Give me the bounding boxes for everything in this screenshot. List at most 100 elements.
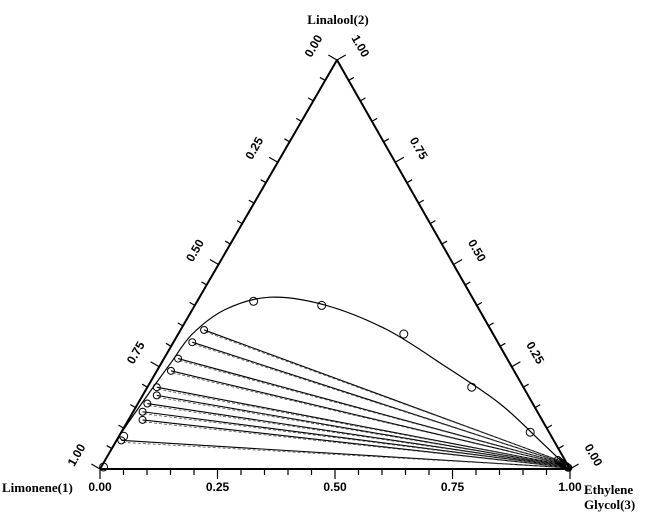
right-tick <box>348 76 355 81</box>
left-tick <box>319 76 326 81</box>
right-tick <box>511 361 521 368</box>
right-tick <box>558 445 564 450</box>
tie-line <box>192 341 560 463</box>
bottom-tick-label: 0.00 <box>88 480 112 494</box>
tie-line <box>147 403 567 467</box>
left-tick <box>130 404 136 409</box>
tie-line-raffinate-point <box>174 354 183 363</box>
binodal-point <box>467 382 477 392</box>
tick-labels: 0.00 0.00 0.00 0.25 0.25 0.25 0.50 0.50 0.50 0.75… <box>65 32 606 494</box>
tick-marks <box>91 54 579 479</box>
tie-line-calc <box>205 331 558 461</box>
tie-line <box>142 411 567 468</box>
tie-line-calc <box>158 396 566 467</box>
left-tick <box>284 138 290 143</box>
tie-line <box>142 419 568 468</box>
tie-line <box>170 370 564 465</box>
binodal-point <box>119 431 129 441</box>
left-component-label: Limonene(1) <box>2 480 73 495</box>
left-tick <box>118 424 125 429</box>
binodal-point <box>399 329 409 339</box>
tie-line-calc <box>122 441 569 469</box>
tie-line-calc <box>158 388 565 466</box>
tie-line-calc <box>193 343 560 463</box>
binodal-curve-line <box>104 296 566 466</box>
right-tick-label: 0.25 <box>523 339 547 367</box>
left-tick <box>260 179 267 184</box>
tie-line-raffinate-point <box>143 399 152 408</box>
right-tick <box>488 322 494 327</box>
right-component-label-line2: Glycol(3) <box>584 497 635 512</box>
tie-line <box>156 386 565 466</box>
tie-line-raffinate-point <box>152 383 161 392</box>
right-tick-label: 1.00 <box>349 32 373 60</box>
bottom-tick-label: 1.00 <box>558 480 582 494</box>
right-component-label-line1: Ethylene <box>584 482 633 497</box>
triangle-frame <box>99 59 571 470</box>
right-tick <box>441 240 448 245</box>
left-tick-label: 0.25 <box>242 134 266 162</box>
tie-line-calc <box>148 405 567 467</box>
tie-line-raffinate-point <box>138 415 147 424</box>
left-tick-label: 0.00 <box>302 32 326 60</box>
binodal-curve <box>104 296 566 466</box>
bottom-tick-label: 0.75 <box>441 480 465 494</box>
right-tick <box>534 404 541 409</box>
left-tick <box>165 342 172 347</box>
bottom-tick-label: 0.50 <box>323 480 347 494</box>
right-tick <box>336 54 346 61</box>
left-tick <box>209 258 219 266</box>
right-tick <box>371 117 378 122</box>
binodal-point <box>525 427 535 437</box>
left-tick <box>295 117 302 122</box>
left-tick <box>141 383 148 388</box>
tie-line-raffinate-point <box>200 325 209 334</box>
left-tick <box>189 301 196 306</box>
left-tick <box>201 281 207 286</box>
right-tick <box>359 97 366 102</box>
right-tick <box>394 156 405 163</box>
tie-line-raffinate-point <box>188 338 197 347</box>
tie-line <box>177 358 562 464</box>
tie-line-calc <box>143 421 568 468</box>
tie-line <box>121 439 569 469</box>
left-tick <box>106 445 113 450</box>
left-tick-label: 1.00 <box>65 441 89 469</box>
binodal-point <box>317 300 327 310</box>
binodal-point <box>99 462 109 472</box>
left-tick <box>224 240 231 245</box>
right-tick <box>499 342 506 347</box>
right-tick <box>406 179 413 184</box>
left-tick <box>150 361 160 368</box>
tie-line-extract-point <box>561 461 570 470</box>
right-tick-label: 0.50 <box>465 237 489 265</box>
right-tick <box>429 220 436 225</box>
tie-line-calc <box>179 360 562 464</box>
data-points <box>99 296 573 472</box>
tie-line-extract-point <box>553 456 562 465</box>
tie-line-calc <box>172 372 564 465</box>
right-tick-label: 0.75 <box>407 135 431 163</box>
right-tick <box>523 383 529 388</box>
tie-lines <box>121 329 569 469</box>
right-tick <box>383 138 390 143</box>
left-tick <box>268 156 279 163</box>
right-tick <box>546 424 553 429</box>
right-tick <box>464 281 471 286</box>
left-tick <box>91 463 101 470</box>
binodal-point <box>249 296 259 306</box>
tie-line <box>156 394 566 467</box>
right-tick <box>453 258 463 266</box>
left-tick <box>236 220 243 225</box>
left-tick-label: 0.50 <box>183 237 207 265</box>
right-tick-label: 0.00 <box>582 441 606 469</box>
right-tick <box>476 301 483 306</box>
tie-line <box>203 329 559 461</box>
tie-line-calc <box>144 413 567 467</box>
left-tick-label: 0.75 <box>124 339 148 367</box>
tie-line-raffinate-point <box>166 366 175 375</box>
tie-line-extract-point <box>555 457 564 466</box>
tie-line-raffinate-point <box>152 391 161 400</box>
bottom-tick-label: 0.25 <box>206 480 230 494</box>
